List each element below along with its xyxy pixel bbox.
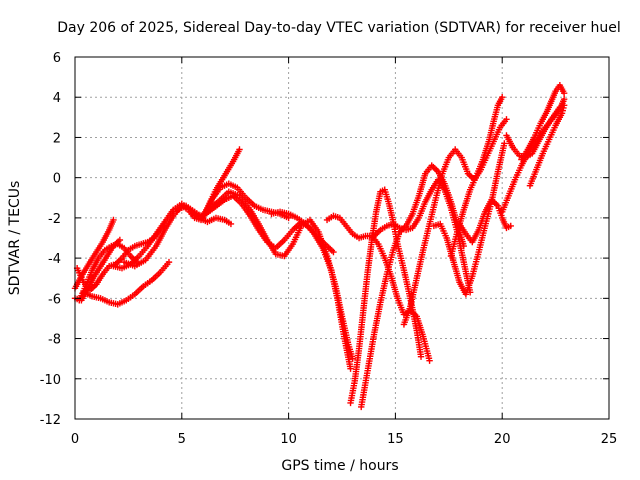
data-point: [560, 96, 568, 103]
x-tick-label: 20: [494, 432, 511, 447]
y-tick-label: 4: [53, 91, 61, 106]
x-tick-label: 10: [280, 432, 297, 447]
y-tick-label: -4: [48, 252, 61, 267]
x-tick-label: 0: [71, 432, 79, 447]
data-point: [426, 357, 433, 364]
series-track-19: [456, 196, 514, 246]
data-points: [71, 81, 568, 411]
y-tick-label: 6: [53, 51, 61, 66]
x-axis-label: GPS time / hours: [281, 458, 398, 474]
data-point: [116, 236, 124, 244]
y-tick-label: 2: [53, 131, 61, 146]
data-point: [227, 220, 235, 228]
series-track-4: [76, 240, 141, 304]
data-point: [507, 222, 514, 230]
x-tick-labels: 0 5 10 15 20 25: [71, 432, 617, 447]
series-track-18: [447, 94, 506, 260]
data-point: [330, 248, 337, 256]
chart-title: Day 206 of 2025, Sidereal Day-to-day VTE…: [57, 20, 620, 36]
y-axis-label: SDTVAR / TECUs: [7, 181, 23, 296]
x-tick-label: 5: [178, 432, 186, 447]
data-point: [165, 258, 173, 266]
y-tick-label: -8: [48, 333, 61, 348]
data-point: [236, 146, 243, 153]
series-track-11: [268, 208, 354, 372]
y-tick-label: -12: [40, 413, 61, 428]
y-tick-label: -6: [48, 292, 61, 307]
data-point: [560, 102, 568, 109]
data-point: [499, 94, 506, 101]
data-point: [349, 355, 356, 362]
y-tick-label: -2: [48, 212, 61, 227]
series-track-22: [499, 96, 568, 216]
plot-frame: [74, 56, 610, 420]
data-point: [503, 116, 510, 123]
x-tick-label: 15: [387, 432, 404, 447]
data-point: [110, 216, 117, 224]
series-track-23: [526, 102, 568, 189]
data-point: [347, 365, 354, 372]
axis-ticks: [74, 56, 610, 420]
series-track-5: [80, 258, 173, 308]
data-point: [417, 353, 425, 360]
data-point: [501, 140, 508, 147]
y-tick-label: 0: [53, 172, 61, 187]
y-tick-labels: -12 -10 -8 -6 -4 -2 0 2 4 6: [40, 51, 61, 428]
y-tick-label: -10: [40, 373, 61, 388]
data-point: [560, 90, 568, 97]
x-tick-label: 25: [601, 432, 618, 447]
